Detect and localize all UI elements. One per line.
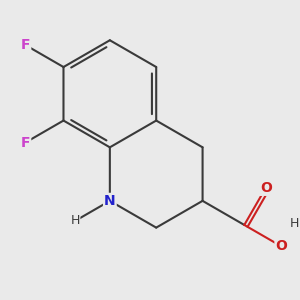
- Text: F: F: [21, 38, 30, 52]
- Text: O: O: [275, 239, 287, 254]
- Text: H: H: [290, 217, 299, 230]
- Text: O: O: [260, 181, 272, 195]
- Text: N: N: [104, 194, 116, 208]
- Text: F: F: [21, 136, 30, 149]
- Text: H: H: [70, 214, 80, 227]
